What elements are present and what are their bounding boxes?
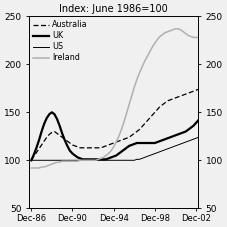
Australia	[30, 159, 33, 162]
US	[130, 159, 133, 162]
Australia	[197, 88, 200, 91]
Australia	[184, 93, 187, 95]
Line: UK: UK	[31, 112, 204, 160]
Ireland	[202, 36, 205, 39]
US	[30, 159, 33, 162]
Ireland	[174, 27, 177, 30]
Ireland	[187, 34, 190, 37]
Ireland	[71, 160, 74, 163]
Australia	[130, 134, 133, 137]
UK	[30, 159, 33, 162]
UK	[130, 143, 133, 146]
Australia	[128, 136, 131, 139]
US	[202, 134, 205, 137]
Line: Ireland: Ireland	[31, 29, 204, 168]
US	[128, 159, 131, 162]
Ireland	[128, 103, 131, 106]
UK	[71, 152, 74, 155]
UK	[202, 135, 205, 138]
Australia	[69, 142, 71, 144]
US	[69, 159, 71, 162]
Australia	[71, 143, 74, 146]
UK	[51, 111, 53, 114]
Line: US: US	[31, 135, 204, 160]
Ireland	[69, 160, 71, 163]
UK	[133, 143, 136, 145]
Legend: Australia, UK, US, Ireland: Australia, UK, US, Ireland	[32, 19, 90, 64]
Australia	[202, 86, 205, 89]
US	[184, 141, 187, 143]
Line: Australia: Australia	[31, 87, 204, 160]
US	[71, 159, 74, 162]
Ireland	[102, 156, 105, 159]
Ireland	[30, 167, 33, 169]
Title: Index: June 1986=100: Index: June 1986=100	[59, 4, 168, 14]
Ireland	[130, 95, 133, 97]
UK	[187, 128, 190, 131]
US	[197, 136, 200, 139]
UK	[105, 158, 107, 161]
UK	[74, 154, 76, 157]
